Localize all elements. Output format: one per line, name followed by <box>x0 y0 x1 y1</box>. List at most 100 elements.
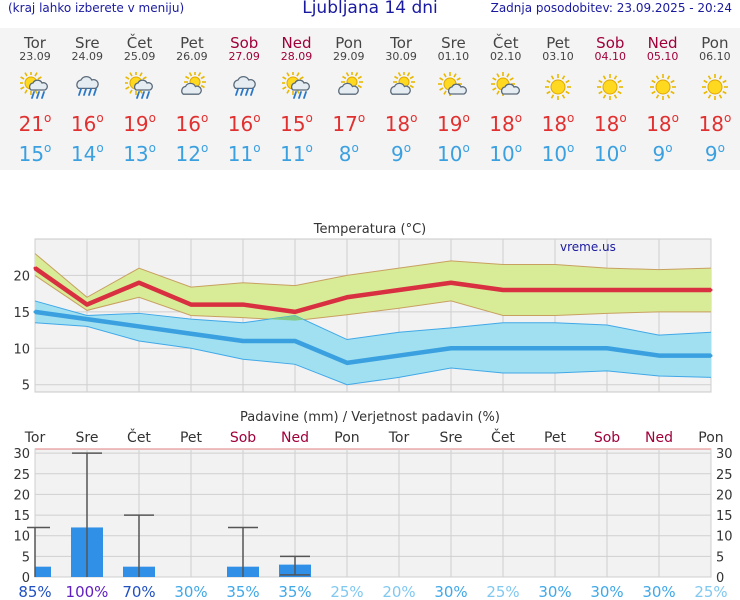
min-temperature-value: 14 <box>70 142 97 166</box>
max-temperature: 18o <box>489 111 523 136</box>
day-axis-label: Ned <box>281 430 309 446</box>
cloud-rain-icon <box>76 76 100 96</box>
min-temperature-point <box>33 310 37 314</box>
min-temperature-value: 13 <box>123 142 149 166</box>
day-column: Ned 28.09 15o 11o <box>271 28 323 170</box>
min-temperature-value: 9 <box>391 142 404 166</box>
min-temperature: 13o <box>123 141 156 166</box>
min-temperature-point <box>709 354 713 358</box>
header-bar: (kraj lahko izberete v meniju) Ljubljana… <box>0 0 740 20</box>
precipitation-probability-label: 25% <box>486 583 519 600</box>
y-tick-label: 5 <box>22 379 30 394</box>
y-tick-label-right: 0 <box>716 571 724 586</box>
day-axis-label: Sob <box>230 430 256 446</box>
sun-icon <box>701 74 728 100</box>
min-temperature-point <box>501 346 505 350</box>
day-column: Tor 30.09 18o 9o <box>375 28 427 170</box>
cloud-sun-icon <box>390 72 416 95</box>
sun-icon <box>597 74 624 100</box>
day-column: Sob 27.09 16o 11o <box>218 28 270 170</box>
day-column: Čet 25.09 19o 13o <box>114 28 166 170</box>
min-temperature: 9o <box>704 141 725 166</box>
day-axis-label: Pon <box>334 430 359 446</box>
precipitation-probability-label: 30% <box>642 583 675 600</box>
sun-icon <box>545 74 571 100</box>
day-date: 27.09 <box>228 50 260 63</box>
y-tick-label-left: 15 <box>13 509 30 524</box>
min-temperature: 8o <box>338 141 359 166</box>
min-temperature-band <box>35 300 711 385</box>
precipitation-probability-label: 30% <box>590 583 623 600</box>
day-axis-label: Tor <box>24 430 46 446</box>
max-temperature: 21o <box>18 111 52 136</box>
min-temperature: 9o <box>652 141 673 166</box>
max-temperature-point <box>345 295 349 299</box>
day-name: Tor <box>390 34 413 52</box>
day-date: 26.09 <box>176 50 208 63</box>
day-date: 23.09 <box>19 50 51 63</box>
day-name: Čet <box>126 34 153 52</box>
precipitation-probability-label: 85% <box>18 583 51 600</box>
y-tick-label-left: 0 <box>22 571 30 586</box>
sun-cloud-icon <box>490 72 520 96</box>
day-column: Sob 04.10 18o 10o <box>584 28 636 170</box>
min-temperature-point <box>345 361 349 365</box>
min-temperature: 10o <box>436 141 470 166</box>
min-temperature: 10o <box>593 141 627 166</box>
precipitation-probability-label: 70% <box>122 583 155 600</box>
min-temperature: 10o <box>541 141 575 166</box>
day-column: Ned 05.10 18o 9o <box>637 28 689 170</box>
precipitation-probability-label: 35% <box>226 583 259 600</box>
max-temperature: 16o <box>175 111 209 136</box>
sun-cloud-rain-icon <box>124 72 153 99</box>
day-name: Sre <box>75 34 100 52</box>
min-temperature-value: 9 <box>652 142 666 166</box>
max-temperature-point <box>709 288 713 292</box>
cloud-sun-icon <box>181 72 206 95</box>
sun-icon <box>649 74 676 100</box>
max-temperature: 18o <box>384 111 418 136</box>
day-axis-label: Sre <box>440 430 463 446</box>
day-column: Pon 06.10 18o 9o <box>689 28 740 170</box>
max-temperature-band-upper-edge <box>34 253 712 298</box>
max-temperature-value: 19 <box>123 112 149 136</box>
y-tick-label-left: 25 <box>13 468 30 483</box>
max-temperature-value: 18 <box>698 112 724 136</box>
y-tick-label-left: 20 <box>13 488 30 503</box>
day-axis-label: Ned <box>645 430 673 446</box>
day-date: 25.09 <box>123 50 156 63</box>
day-name: Pon <box>335 34 363 52</box>
max-temperature-value: 16 <box>175 112 201 136</box>
day-date: 06.10 <box>699 50 731 63</box>
precipitation-bar <box>35 566 51 577</box>
max-temperature: 18o <box>593 111 627 136</box>
day-date: 30.09 <box>385 50 417 63</box>
y-tick-label-right: 25 <box>716 468 733 483</box>
min-temperature: 9o <box>391 141 412 166</box>
max-temperature: 18o <box>541 111 575 136</box>
max-temperature-value: 18 <box>646 112 672 136</box>
day-date: 28.09 <box>280 50 313 63</box>
day-name: Pet <box>180 34 204 52</box>
min-temperature-value: 10 <box>593 142 620 166</box>
day-axis-label: Tor <box>388 430 410 446</box>
precipitation-chart: Padavine (mm) / Verjetnost padavin (%) To… <box>13 410 733 600</box>
max-temperature-point <box>85 303 89 307</box>
max-temperature: 15o <box>280 111 313 136</box>
max-temperature-value: 17 <box>332 112 358 136</box>
max-temperature: 19o <box>436 111 470 136</box>
location-menu-hint[interactable]: (kraj lahko izberete v meniju) <box>8 1 185 15</box>
precipitation-probability-label: 30% <box>174 583 207 600</box>
day-name: Sre <box>441 34 466 52</box>
day-axis-label: Pon <box>698 430 723 446</box>
y-tick-label-right: 5 <box>716 550 724 565</box>
daily-forecast-strip: Tor 23.09 21o 15o Sre 24.09 16o 14o Čet 25.09 19o 1… <box>0 28 740 170</box>
sun-cloud-rain-icon <box>281 72 310 99</box>
max-temperature-value: 18 <box>489 112 515 136</box>
y-tick-label-right: 10 <box>716 530 733 545</box>
max-temperature-point <box>137 281 141 285</box>
max-temperature-point <box>657 288 661 292</box>
day-name: Ned <box>647 34 678 52</box>
page-title: Ljubljana 14 dni <box>302 0 438 18</box>
watermark-text: vreme.us <box>560 240 616 254</box>
